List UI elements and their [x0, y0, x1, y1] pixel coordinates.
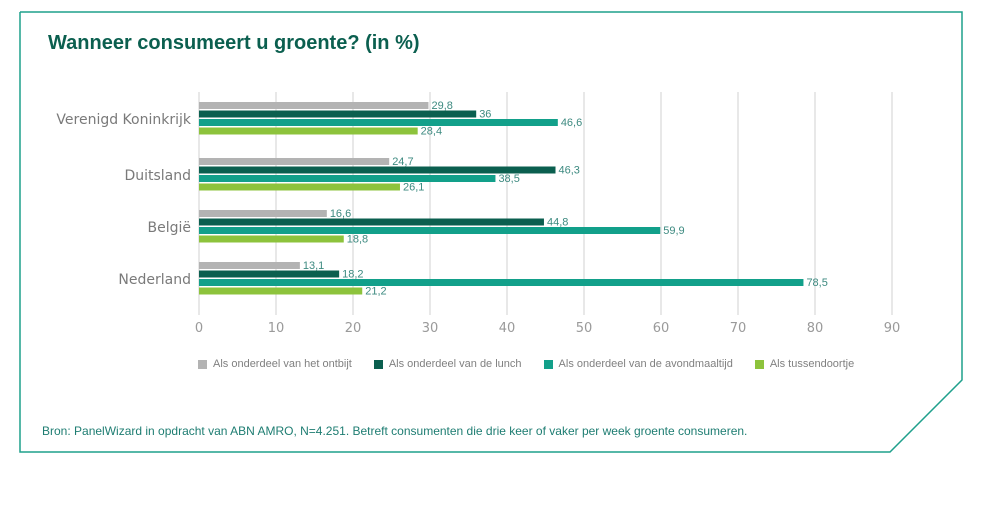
bar [199, 262, 300, 269]
bar [199, 279, 804, 286]
legend-item: Als onderdeel van de avondmaaltijd [543, 358, 733, 370]
x-tick-label: 20 [345, 321, 362, 336]
legend: Als onderdeel van het ontbijt Als onderde… [198, 358, 854, 370]
grid [198, 92, 893, 315]
data-label: 16,6 [330, 208, 351, 220]
bar [199, 102, 429, 109]
bar [199, 183, 400, 191]
data-label: 26,1 [403, 182, 424, 194]
data-label: 13,1 [303, 260, 324, 272]
bar [199, 166, 556, 174]
data-label: 18,8 [347, 234, 368, 246]
data-label: 18,2 [342, 269, 363, 281]
x-tick-label: 50 [576, 321, 593, 336]
bar [199, 110, 477, 118]
source-note: Bron: PanelWizard in opdracht van ABN AM… [42, 424, 748, 438]
bar [199, 119, 558, 126]
x-tick-label: 80 [807, 321, 824, 336]
bar [199, 270, 340, 278]
data-label: 44,8 [547, 217, 568, 229]
chart-title: Wanneer consumeert u groente? (in %) [48, 32, 420, 54]
category-label: Verenigd Koninkrijk [56, 112, 191, 128]
legend-label: Als onderdeel van het ontbijt [213, 358, 352, 370]
data-label: 21,2 [365, 286, 386, 298]
category-label: Nederland [118, 272, 191, 288]
x-tick-label: 30 [422, 321, 439, 336]
legend-swatch [373, 359, 383, 369]
category-labels: Verenigd Koninkrijk Duitsland België Nederl… [56, 112, 191, 288]
x-tick-label: 40 [499, 321, 516, 336]
legend-label: Als tussendoortje [769, 358, 855, 370]
legend-item: Als onderdeel van het ontbijt [198, 358, 352, 370]
bar [199, 158, 390, 165]
data-label: 46,6 [561, 117, 582, 129]
data-label: 59,9 [663, 225, 684, 237]
bar [199, 218, 544, 226]
x-axis-ticks: 0 10 20 30 40 50 60 70 80 90 [195, 321, 900, 336]
category-label: Duitsland [124, 168, 191, 184]
x-tick-label: 0 [195, 321, 203, 336]
data-label: 24,7 [392, 156, 413, 168]
bars: 29,8 36 46,6 28,4 24,7 46,3 38,5 26,1 16,6 44,8 59… [199, 100, 828, 298]
legend-label: Als onderdeel van de avondmaaltijd [558, 358, 733, 370]
bar [199, 227, 661, 234]
category-label: België [148, 220, 192, 236]
data-label: 46,3 [559, 165, 580, 177]
x-tick-label: 70 [730, 321, 747, 336]
bar [199, 235, 344, 243]
data-label: 38,5 [498, 173, 519, 185]
bar [199, 175, 496, 182]
bar [199, 210, 327, 217]
x-tick-label: 60 [653, 321, 670, 336]
data-label: 29,8 [431, 100, 452, 112]
data-label: 28,4 [421, 126, 442, 138]
legend-swatch [543, 359, 553, 369]
legend-swatch [198, 359, 207, 369]
x-tick-label: 90 [884, 321, 901, 336]
card-border [19, 11, 963, 453]
legend-swatch [754, 359, 764, 369]
bar [199, 127, 418, 135]
data-label: 36 [479, 109, 491, 121]
bar [199, 287, 363, 295]
data-label: 78,5 [806, 277, 827, 289]
legend-item: Als tussendoortje [754, 358, 855, 370]
legend-item: Als onderdeel van de lunch [373, 358, 522, 370]
x-tick-label: 10 [268, 321, 285, 336]
legend-label: Als onderdeel van de lunch [388, 358, 522, 370]
